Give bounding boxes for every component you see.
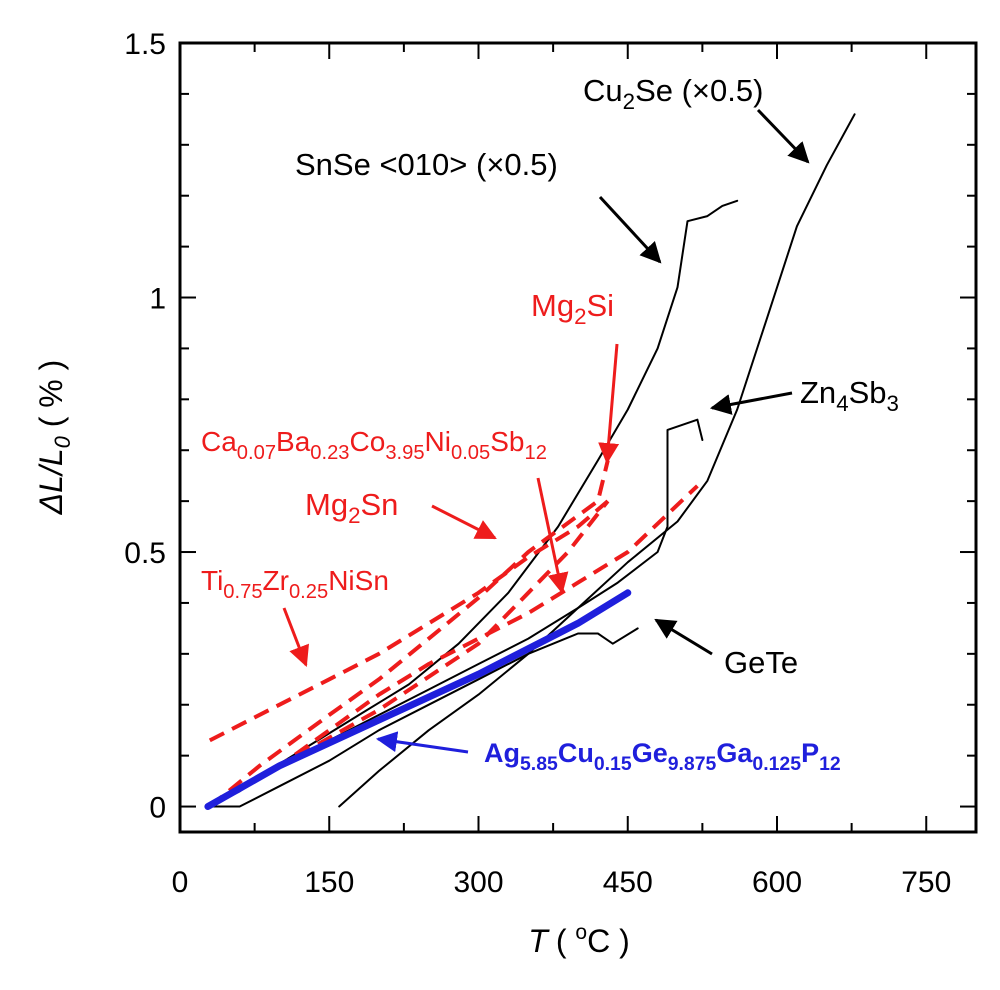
x-tick-label: 0 [172,866,189,899]
y-tick-label: 1.5 [124,28,166,61]
series-snse-010-0-5 [208,199,739,808]
arrow-zn4sb3 [709,391,793,415]
arrow-skutt [536,477,569,595]
y-tick-label: 0.5 [124,537,166,570]
label-gete: GeTe [724,645,798,680]
series-ca0-07ba0-23co3-95ni0-05sb12 [208,459,610,809]
arrow-cu2se [756,108,810,164]
label-mg2si: Mg2Si [531,288,614,329]
tick-labels: 0 150 300 450 600 750 0 0.5 1 1.5 [124,28,951,899]
y-tick-label: 1 [149,283,166,316]
x-tick-label: 300 [453,866,503,899]
x-tick-label: 150 [304,866,354,899]
label-zn4sb3: Zn4Sb3 [800,375,899,416]
arrow-mg2sn [431,504,497,540]
label-cu2se: Cu2Se (×0.5) [583,73,763,114]
plot-frame [178,41,978,834]
label-mg2sn: Mg2Sn [305,487,398,528]
series-gete [208,627,639,808]
series-ag5-85cu0-15ge9-875ga0-125p12 [204,589,632,810]
label-agcu: Ag5.85Cu0.15Ge9.875Ga0.125P12 [484,738,841,775]
x-tick-label: 750 [901,866,951,899]
series-zn4sb3 [208,418,704,808]
y-axis-title: ΔL/L0 ( % ) [33,360,75,516]
arrow-gete [654,618,713,656]
label-skutt: Ca0.07Ba0.23Co3.95Ni0.05Sb12 [201,426,547,464]
series-mg2sn [208,484,699,809]
series-ti0-75zr0-25nisn [208,499,610,743]
label-snse: SnSe <010> (×0.5) [295,147,558,182]
label-tizr: Ti0.75Zr0.25NiSn [201,565,389,603]
arrow-agcu [375,731,469,754]
annotation-arrows [282,108,810,754]
arrow-tizr [282,607,309,667]
x-tick-label: 450 [603,866,653,899]
series-cu2se-0-5 [338,113,856,808]
arrow-snse [598,195,662,264]
x-tick-label: 600 [752,866,802,899]
x-axis-title: T( oC ) [528,921,629,959]
y-tick-label: 0 [149,792,166,825]
series-lines [204,113,856,810]
arrow-mg2si [598,343,620,465]
annotation-labels: Cu2Se (×0.5) SnSe <010> (×0.5) Mg2Si Zn4Sb3… [201,73,899,775]
